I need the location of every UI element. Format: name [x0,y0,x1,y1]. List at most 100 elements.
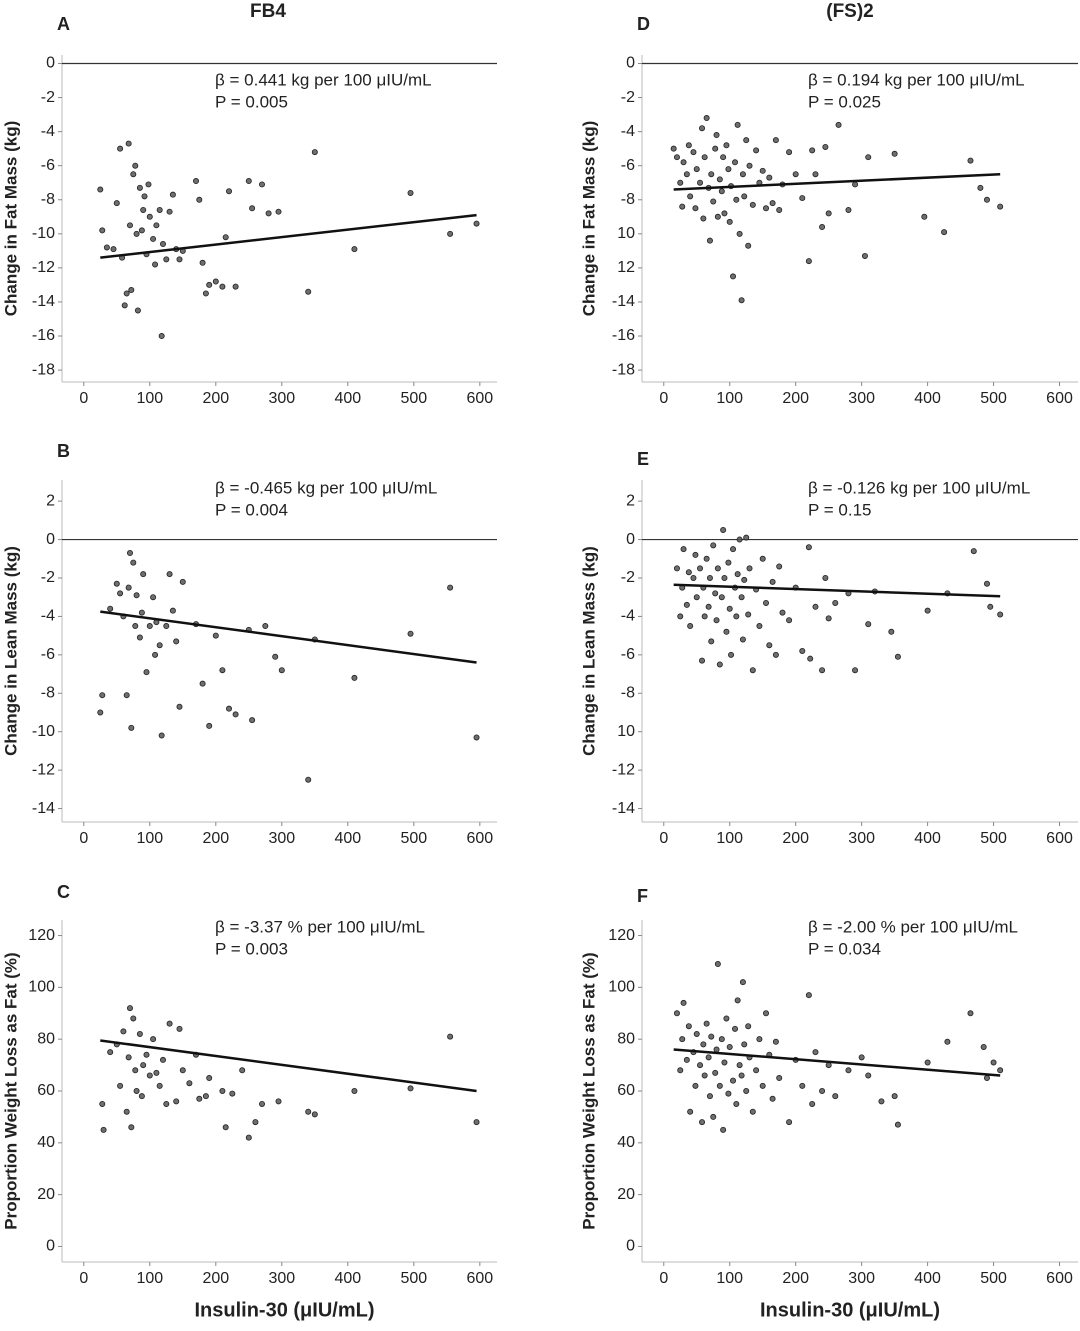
data-point [720,154,727,161]
x-tick-label: 0 [659,390,668,407]
x-tick-label: 600 [1046,830,1073,847]
data-point [673,565,680,572]
data-point [718,188,725,195]
data-point [132,1067,139,1074]
data-point [983,196,990,203]
y-tick-label: 80 [37,1030,55,1047]
data-point [141,193,148,200]
data-point [812,1049,819,1056]
data-point [179,578,186,585]
y-tick-label: -8 [621,191,635,208]
data-point [196,1095,203,1102]
x-tick-label: 600 [1046,390,1073,407]
data-point [825,615,832,622]
data-point [812,603,819,610]
data-point [726,1043,733,1050]
x-tick-label: 100 [136,830,163,847]
data-point [683,1056,690,1063]
data-point [710,198,717,205]
y-tick-label: 100 [608,979,635,996]
data-point [192,178,199,185]
data-point [143,669,150,676]
y-tick-label: -4 [41,123,55,140]
data-point [878,1098,885,1105]
x-tick-label: 300 [268,1270,295,1287]
fit-line [673,583,1001,598]
data-point [713,1046,720,1053]
data-point [706,574,713,581]
data-point [130,559,137,566]
y-tick-label: -8 [621,684,635,701]
data-point [275,1098,282,1105]
annotation: β = -2.00 % per 100 μIU/mL [808,917,1018,936]
data-point [117,590,124,597]
y-tick-label: -4 [621,608,635,625]
data-point [732,159,739,166]
fit-line [673,172,1001,191]
data-point [733,613,740,620]
data-point [714,565,721,572]
data-point [212,278,219,285]
data-point [123,1108,130,1115]
data-point [132,623,139,630]
data-point [753,1067,760,1074]
y-tick-label: 120 [608,927,635,944]
data-point [734,571,741,578]
x-tick-label: 0 [79,830,88,847]
data-point [156,1082,163,1089]
data-point [692,205,699,212]
data-point [130,1015,137,1022]
data-point [113,580,120,587]
data-point [739,171,746,178]
data-point [670,145,677,152]
data-point [712,145,719,152]
y-tick-label: 2 [626,492,635,509]
x-tick-label: 0 [659,830,668,847]
data-point [733,196,740,203]
data-point [113,200,120,207]
data-point [219,667,226,674]
data-point [159,1056,166,1063]
y-tick-label: -12 [32,259,55,276]
data-point [169,607,176,614]
data-point [716,176,723,183]
data-point [153,222,160,229]
y-tick-label: 100 [28,979,55,996]
data-point [199,259,206,266]
data-point [680,999,687,1006]
data-point [245,1134,252,1141]
data-point [805,992,812,999]
x-tick-label: 200 [782,830,809,847]
y-tick-label: -12 [32,761,55,778]
data-point [703,555,710,562]
data-point [809,1100,816,1107]
data-point [743,137,750,144]
data-point [123,290,130,297]
data-point [97,186,104,193]
data-point [792,171,799,178]
data-point [99,227,106,234]
data-point [143,1051,150,1058]
data-point [769,200,776,207]
data-point [125,140,132,147]
data-point [708,171,715,178]
data-point [809,147,816,154]
y-tick-label: -16 [612,327,635,344]
data-point [677,613,684,620]
data-point [712,1069,719,1076]
data-point [176,1025,183,1032]
data-point [805,544,812,551]
panel-letter: B [57,441,70,461]
data-point [706,237,713,244]
data-point [730,1077,737,1084]
data-point [249,717,256,724]
panel-letter: C [57,882,70,902]
x-tick-label: 400 [334,830,361,847]
data-point [708,1033,715,1040]
data-point [158,732,165,739]
annotation: P = 0.025 [808,92,881,111]
y-tick-label: -4 [41,608,55,625]
data-point [967,157,974,164]
data-point [699,125,706,132]
data-point [700,1041,707,1048]
